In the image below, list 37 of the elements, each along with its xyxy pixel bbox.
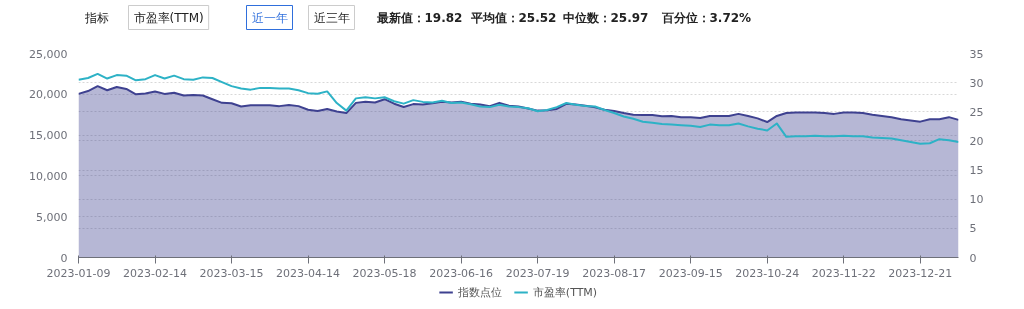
text: 最新值：19.82 [375,10,463,25]
x-tick-label: 2023-02-14 [123,266,187,280]
y2-tick-label: 35 [969,47,984,61]
y-tick-label: 0 [60,251,68,265]
x-tick-label: 2023-12-21 [888,266,953,280]
text: 平均值：25.52 [469,10,557,25]
y-tick-label: 5,000 [36,210,68,224]
text: 近三年 [313,10,350,25]
text: 市盈率(TTM) [133,10,204,25]
x-tick-label: 2023-04-14 [276,266,341,280]
x-tick-label: 2023-10-24 [735,266,800,280]
x-tick-label: 2023-07-19 [505,266,570,280]
x-tick-label: 2023-11-22 [811,266,876,280]
y-tick-label: 10,000 [29,169,68,183]
text: 指标 [83,10,109,25]
y2-tick-label: 5 [969,222,977,236]
y-tick-label: 20,000 [29,88,68,102]
x-tick-label: 2023-03-15 [199,266,264,280]
text: 中位数：25.97 [562,10,649,25]
y2-tick-label: 20 [969,134,984,148]
y2-tick-label: 0 [969,251,977,265]
text: 百分位：3.72% [660,10,752,25]
x-tick-label: 2023-05-18 [352,266,417,280]
line-series [78,72,959,145]
y2-tick-label: 30 [969,76,984,90]
y2-tick-label: 15 [969,164,984,178]
legend-label: 市盈率(TTM) [532,284,598,300]
y2-tick-label: 25 [969,105,984,119]
text: 近一年 [251,10,288,25]
y2-tick-label: 10 [969,193,984,207]
y-tick-label: 25,000 [29,47,68,61]
x-tick-label: 2023-08-17 [582,266,647,280]
y-tick-label: 15,000 [29,129,68,143]
x-tick-label: 2023-01-09 [46,266,111,280]
legend-label: 指数点位 [457,284,502,300]
x-tick-label: 2023-06-16 [429,266,494,280]
x-tick-label: 2023-09-15 [658,266,723,280]
